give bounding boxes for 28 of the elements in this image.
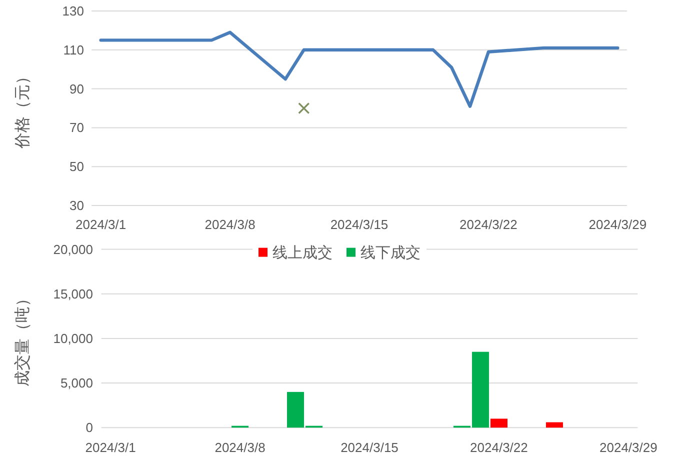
x-tick-label: 2024/3/1 <box>85 440 136 455</box>
y-tick-label: 50 <box>70 159 84 174</box>
y-tick-label: 5,000 <box>60 376 93 391</box>
x-tick-label: 2024/3/15 <box>330 217 388 232</box>
bar <box>546 422 563 428</box>
x-tick-label: 2024/3/22 <box>460 217 518 232</box>
y-tick-label: 15,000 <box>53 286 93 302</box>
y-tick-label: 10,000 <box>53 330 93 346</box>
y-tick-label: 20,000 <box>53 242 93 257</box>
legend-label: 线上成交 <box>272 243 332 262</box>
y-tick-label: 110 <box>63 42 84 58</box>
line-series <box>99 30 620 108</box>
x-tick-label: 2024/3/8 <box>214 440 266 455</box>
y-axis-title: 价格（元） <box>12 68 32 150</box>
y-tick-label: 30 <box>70 198 84 213</box>
legend-label: 线下成交 <box>360 243 420 262</box>
x-tick-label: 2024/3/8 <box>204 217 256 232</box>
y-tick-label: 90 <box>70 81 84 96</box>
x-tick-label: 2024/3/1 <box>76 217 126 232</box>
x-tick-label: 2024/3/29 <box>588 217 647 232</box>
bar <box>490 418 508 428</box>
y-tick-label: 0 <box>86 420 93 436</box>
x-tick-label: 2024/3/15 <box>340 440 398 455</box>
y-tick-label: 130 <box>62 4 84 18</box>
y-tick-label: 70 <box>70 120 84 136</box>
x-tick-label: 2024/3/29 <box>600 440 658 455</box>
x-tick-label: 2024/3/22 <box>470 440 528 455</box>
y-axis-title: 成交量（吨） <box>12 290 32 386</box>
